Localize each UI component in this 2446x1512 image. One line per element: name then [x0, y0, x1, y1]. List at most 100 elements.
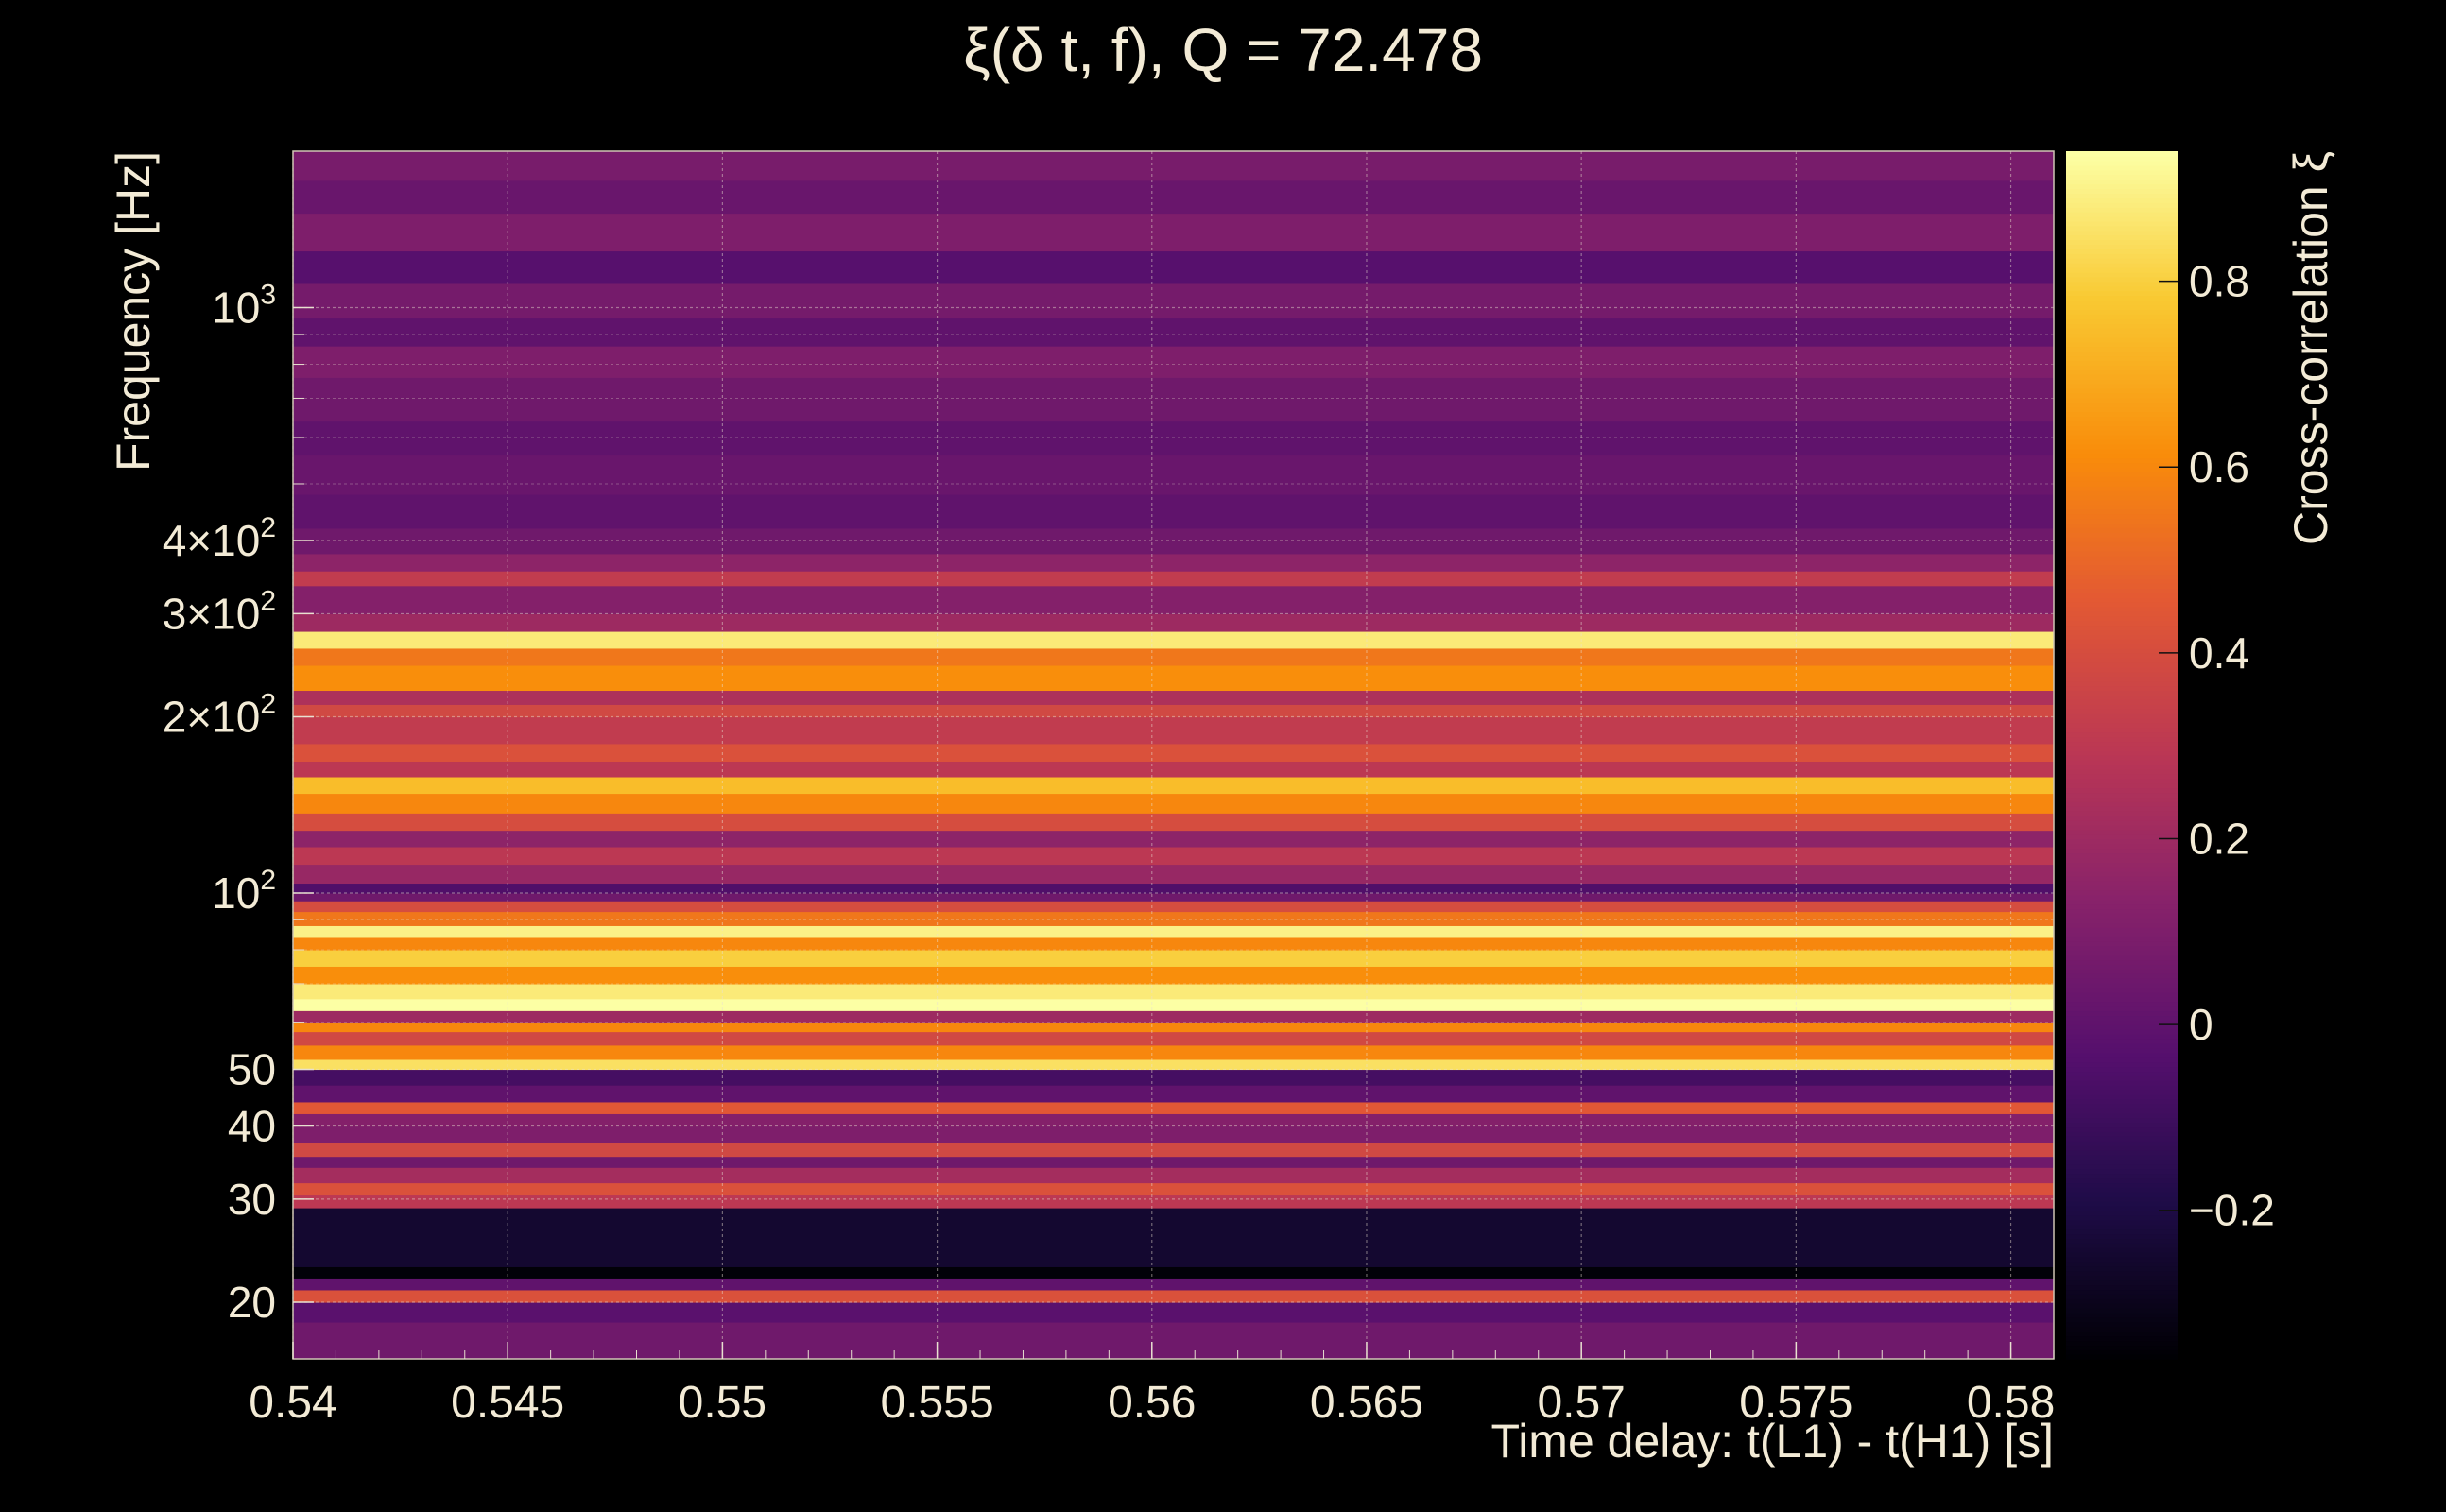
heatmap-band — [293, 864, 2054, 885]
colorbar-segment — [2066, 234, 2178, 241]
colorbar-segment — [2066, 193, 2178, 198]
chart-title: ξ(δ t, f), Q = 72.478 — [963, 16, 1483, 84]
colorbar-segment — [2066, 318, 2178, 324]
heatmap-band — [293, 527, 2054, 555]
heatmap-band — [293, 813, 2054, 832]
colorbar-segment — [2066, 717, 2178, 724]
colorbar-segment — [2066, 1098, 2178, 1105]
colorbar-segment — [2066, 996, 2178, 1003]
colorbar-segment — [2066, 198, 2178, 203]
colorbar-segment — [2066, 666, 2178, 673]
colorbar-segment — [2066, 964, 2178, 970]
colorbar-segment — [2066, 1154, 2178, 1160]
heatmap-band — [293, 377, 2054, 422]
colorbar-segment — [2066, 1168, 2178, 1175]
colorbar-segment — [2066, 239, 2178, 246]
x-tick-label: 0.55 — [679, 1378, 767, 1428]
heatmap-band — [293, 493, 2054, 529]
colorbar-segment — [2066, 472, 2178, 477]
colorbar-segment — [2066, 866, 2178, 872]
colorbar-segment — [2066, 402, 2178, 408]
colorbar-segment — [2066, 518, 2178, 524]
colorbar-segment — [2066, 1020, 2178, 1025]
heatmap-band — [293, 998, 2054, 1011]
colorbar-segment — [2066, 253, 2178, 259]
colorbar-segment — [2066, 736, 2178, 743]
colorbar-segment — [2066, 1335, 2178, 1342]
colorbar-segment — [2066, 1093, 2178, 1100]
y-tick-label: 4×102 — [163, 512, 276, 565]
y-tick-label: 30 — [228, 1175, 276, 1224]
colorbar-segment — [2066, 936, 2178, 942]
colorbar-segment — [2066, 151, 2178, 157]
colorbar-segment — [2066, 490, 2178, 496]
colorbar-segment — [2066, 1042, 2178, 1049]
heatmap-band — [293, 793, 2054, 814]
heatmap-band — [293, 1101, 2054, 1114]
heatmap-band — [293, 743, 2054, 763]
colorbar-segment — [2066, 416, 2178, 421]
colorbar-segment — [2066, 1349, 2178, 1355]
colorbar-segment — [2066, 750, 2178, 756]
colorbar-segment — [2066, 300, 2178, 306]
heatmap-band — [293, 690, 2054, 705]
colorbar-segment — [2066, 862, 2178, 868]
colorbar-tick-label: 0.6 — [2189, 442, 2249, 491]
heatmap-band — [293, 346, 2054, 378]
colorbar-segment — [2066, 536, 2178, 542]
colorbar-segment — [2066, 1057, 2178, 1063]
y-tick-label: 20 — [228, 1278, 276, 1327]
colorbar-segment — [2066, 527, 2178, 533]
colorbar-segment — [2066, 1280, 2178, 1286]
colorbar-segment — [2066, 406, 2178, 413]
colorbar-segment — [2066, 1089, 2178, 1095]
heatmap-band — [293, 776, 2054, 795]
heatmap-band — [293, 983, 2054, 1000]
colorbar-segment — [2066, 880, 2178, 886]
colorbar-segment — [2066, 225, 2178, 232]
colorbar-segment — [2066, 1136, 2178, 1142]
heatmap-band — [293, 1194, 2054, 1209]
colorbar-segment — [2066, 1270, 2178, 1277]
colorbar-segment — [2066, 341, 2178, 348]
colorbar-segment — [2066, 1312, 2178, 1318]
colorbar-segment — [2066, 425, 2178, 431]
colorbar-segment — [2066, 262, 2178, 268]
colorbar-segment — [2066, 1345, 2178, 1350]
colorbar-segment — [2066, 620, 2178, 627]
heatmap-band — [293, 1208, 2054, 1267]
colorbar-segment — [2066, 824, 2178, 831]
colorbar-segment — [2066, 852, 2178, 858]
colorbar-segment — [2066, 179, 2178, 185]
colorbar-segment — [2066, 731, 2178, 738]
heatmap-band — [293, 761, 2054, 778]
colorbar-segment — [2066, 801, 2178, 807]
colorbar-segment — [2066, 1103, 2178, 1109]
grid-lines — [292, 151, 2054, 1359]
colorbar-segment — [2066, 755, 2178, 761]
colorbar-segment — [2066, 1303, 2178, 1309]
colorbar-segment — [2066, 1233, 2178, 1239]
colorbar-segment — [2066, 1084, 2178, 1091]
colorbar-segment — [2066, 462, 2178, 469]
heatmap-band — [293, 716, 2054, 745]
colorbar-segment — [2066, 857, 2178, 863]
colorbar: −0.2 0 0.2 0.4 0.6 0.8 — [2066, 151, 2275, 1360]
colorbar-segment — [2066, 1265, 2178, 1272]
colorbar-segment — [2066, 1075, 2178, 1081]
x-tick-label: 0.555 — [881, 1378, 994, 1428]
colorbar-segment — [2066, 220, 2178, 227]
colorbar-segment — [2066, 155, 2178, 162]
heatmap-band — [293, 250, 2054, 284]
colorbar-segment — [2066, 722, 2178, 729]
colorbar-segment — [2066, 336, 2178, 343]
y-tick-label: 102 — [212, 865, 276, 918]
colorbar-segment — [2066, 574, 2178, 580]
heatmap-band — [293, 1085, 2054, 1103]
colorbar-segment — [2066, 797, 2178, 802]
colorbar-segment — [2066, 434, 2178, 440]
colorbar-segment — [2066, 1117, 2178, 1124]
heatmap-band — [293, 1069, 2054, 1086]
colorbar-segment — [2066, 913, 2178, 919]
colorbar-segment — [2066, 183, 2178, 190]
